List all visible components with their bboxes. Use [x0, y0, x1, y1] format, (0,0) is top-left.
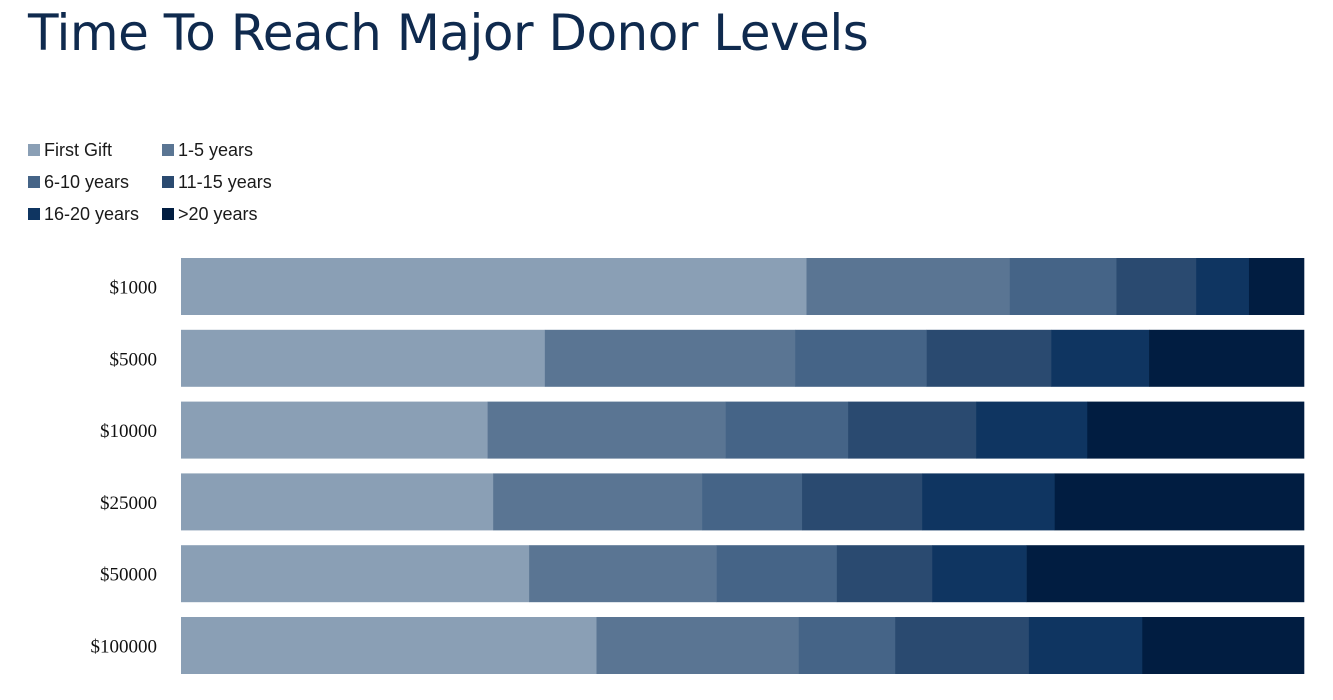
legend-swatch — [162, 208, 174, 220]
bar-segment — [1009, 258, 1117, 315]
bar-segment — [1116, 258, 1197, 315]
bar-segment — [798, 617, 896, 674]
bar-segment — [1149, 329, 1305, 387]
legend: First Gift 1-5 years 6-10 years 11-15 years… — [28, 138, 328, 226]
bar-segment — [932, 545, 1027, 603]
bar-segment — [1142, 617, 1305, 674]
bar-segment — [493, 473, 703, 531]
category-label: $100000 — [91, 637, 158, 658]
legend-swatch — [28, 144, 40, 156]
legend-item: First Gift — [28, 138, 162, 162]
legend-swatch — [162, 176, 174, 188]
bar-segment — [1054, 473, 1305, 531]
bar-segment — [848, 401, 977, 459]
bar-segment — [976, 401, 1088, 459]
legend-item: 16-20 years — [28, 202, 162, 226]
bar-segment — [181, 258, 807, 315]
bar-segment — [895, 617, 1030, 674]
legend-swatch — [28, 208, 40, 220]
category-label: $50000 — [100, 565, 157, 586]
category-label: $1000 — [110, 278, 158, 299]
bar-segment — [487, 401, 726, 459]
legend-item: 6-10 years — [28, 170, 162, 194]
bar-segment — [544, 329, 796, 387]
legend-swatch — [162, 144, 174, 156]
bar-segment — [181, 545, 530, 603]
bar-segment — [181, 329, 546, 387]
bar-segment — [181, 473, 494, 531]
bar-segment — [702, 473, 803, 531]
legend-label: 1-5 years — [178, 139, 254, 160]
bar-segment — [1087, 401, 1305, 459]
category-label: $10000 — [100, 421, 157, 442]
bar-segment — [806, 258, 1011, 315]
category-label: $5000 — [110, 349, 158, 370]
legend-item: 11-15 years — [162, 170, 312, 194]
bar-segment — [836, 545, 933, 603]
bar-segment — [181, 617, 597, 674]
legend-item: 1-5 years — [162, 138, 312, 162]
bar-segment — [596, 617, 799, 674]
legend-label: First Gift — [44, 139, 112, 160]
chart-title: Time To Reach Major Donor Levels — [28, 4, 869, 62]
bar-segment — [181, 401, 488, 459]
bar-segment — [1051, 329, 1150, 387]
bar-segment — [716, 545, 838, 603]
legend-label: 16-20 years — [44, 203, 140, 224]
bar-segment — [922, 473, 1055, 531]
legend-item: >20 years — [162, 202, 312, 226]
bar-segment — [1248, 258, 1305, 315]
legend-label: 6-10 years — [44, 171, 130, 192]
bar-segment — [725, 401, 849, 459]
bar-segment — [1196, 258, 1250, 315]
bar-segment — [795, 329, 927, 387]
legend-swatch — [28, 176, 40, 188]
bar-segment — [1028, 617, 1143, 674]
category-label: $25000 — [100, 493, 157, 514]
legend-label: >20 years — [178, 203, 258, 224]
bar-segment — [802, 473, 923, 531]
bar-segment — [1026, 545, 1305, 603]
bar-segment — [926, 329, 1052, 387]
legend-label: 11-15 years — [178, 171, 272, 192]
bar-segment — [529, 545, 717, 603]
